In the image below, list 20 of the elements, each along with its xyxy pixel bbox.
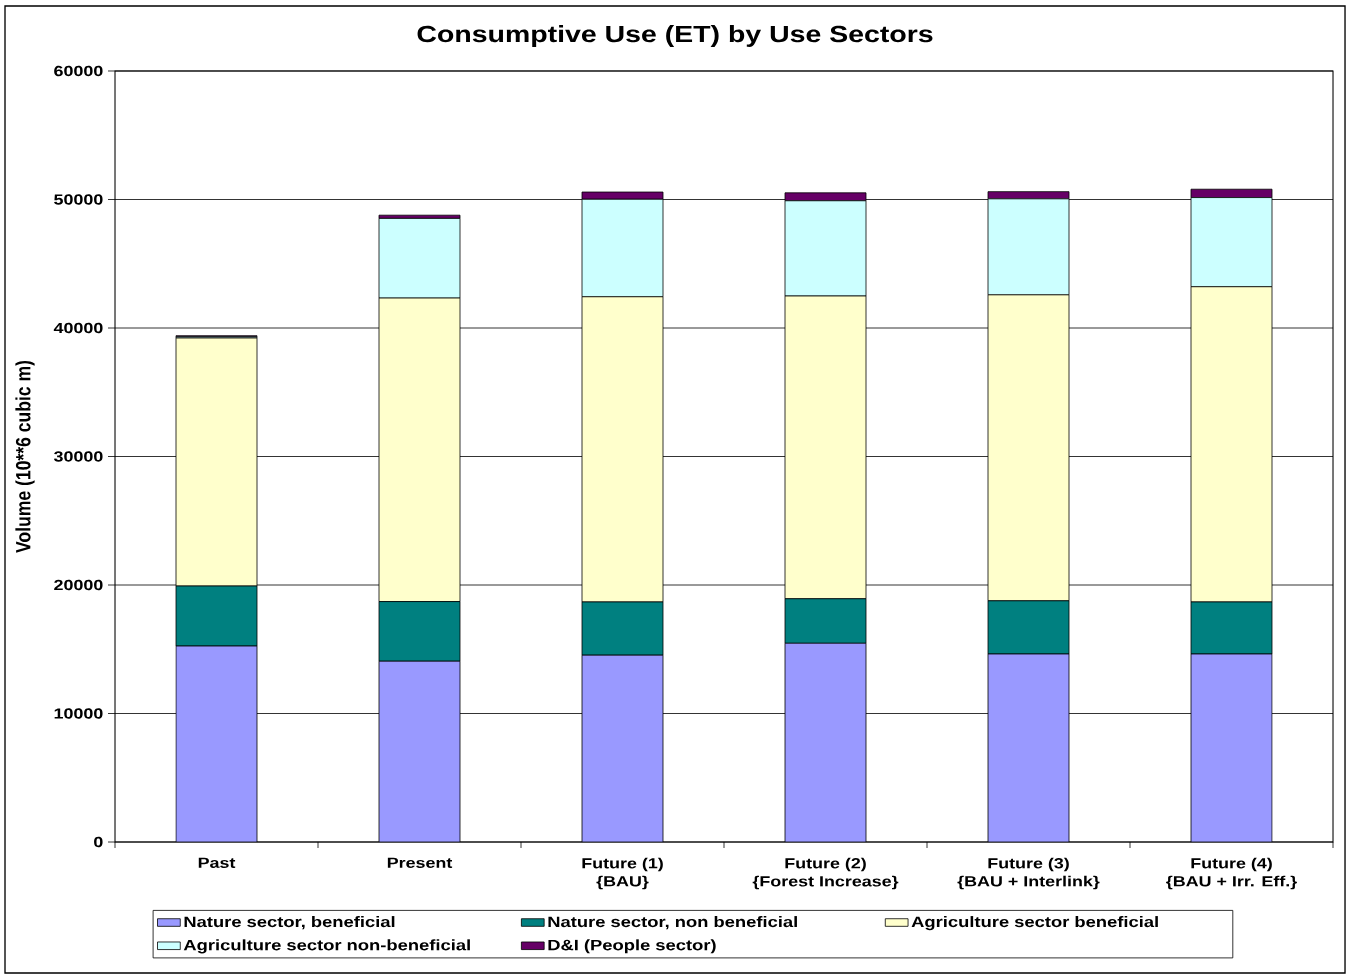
x-tick-label: Future (2) {Forest Increase} [752, 857, 899, 890]
y-tick-label: 40000 [53, 322, 103, 334]
legend-label: D&I (People sector) [548, 939, 716, 954]
y-tick-label: 20000 [54, 579, 103, 591]
legend-label: Agriculture sector beneficial [911, 916, 1158, 931]
y-tick-label: 10000 [54, 708, 103, 719]
y-tick-label: 0 [94, 836, 103, 848]
x-tick-label: Future (1) {BAU} [582, 857, 663, 890]
x-tick-label: Future (3) {BAU + Interlink} [957, 857, 1100, 890]
x-tick-label: Past [198, 857, 236, 868]
x-tick-label: Present [387, 857, 453, 868]
chart-title: Consumptive Use (ET) by Use Sectors [417, 25, 933, 47]
y-tick-label: 30000 [53, 451, 103, 462]
x-tick-label: Future (4) {BAU + Irr. Eff.} [1166, 857, 1297, 890]
legend-label: Agriculture sector non-beneficial [183, 939, 470, 954]
legend-label: Nature sector, non beneficial [548, 916, 797, 930]
y-tick-label: 50000 [54, 194, 103, 205]
y-axis-title: Volume (10**6 cubic m) [15, 360, 35, 553]
y-tick-label: 60000 [54, 65, 103, 77]
legend-label: Nature sector, beneficial [184, 916, 395, 930]
